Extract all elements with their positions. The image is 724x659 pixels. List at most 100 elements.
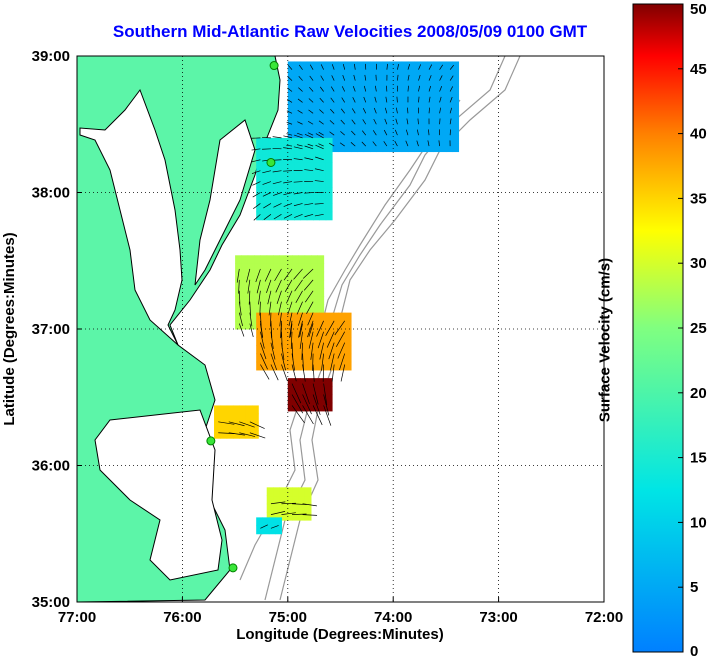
velocity-cell xyxy=(287,162,295,172)
velocity-cell xyxy=(281,203,289,213)
velocity-cell xyxy=(388,86,396,95)
velocity-cell xyxy=(407,61,415,71)
velocity-cell xyxy=(420,102,428,112)
velocity-cell xyxy=(313,178,320,188)
velocity-arrow xyxy=(312,364,315,382)
velocity-cell xyxy=(306,312,314,322)
velocity-cell xyxy=(273,296,280,305)
velocity-cell xyxy=(235,312,242,322)
velocity-cell xyxy=(407,69,415,79)
velocity-cell xyxy=(401,94,409,103)
velocity-cell xyxy=(294,102,301,112)
velocity-cell xyxy=(395,118,403,128)
velocity-cell xyxy=(304,263,312,273)
velocity-cell xyxy=(256,517,264,527)
velocity-cell xyxy=(325,211,333,221)
velocity-cell xyxy=(294,345,301,355)
velocity-cell xyxy=(287,137,295,147)
velocity-cell xyxy=(325,162,333,172)
velocity-cell xyxy=(214,430,221,439)
velocity-cell xyxy=(319,361,327,371)
colorbar-tick-label: 45 xyxy=(690,61,707,78)
velocity-arrow xyxy=(275,279,282,293)
velocity-cell xyxy=(262,187,270,196)
velocity-arrow xyxy=(361,130,367,136)
velocity-arrow xyxy=(428,107,430,114)
velocity-cell xyxy=(344,312,352,322)
colorbar-tick-label: 20 xyxy=(690,385,707,402)
velocity-cell xyxy=(433,61,441,71)
velocity-cell xyxy=(300,86,308,95)
delmarva-bays xyxy=(194,119,256,286)
velocity-cell xyxy=(433,118,441,128)
velocity-cell xyxy=(452,126,460,136)
velocity-cell xyxy=(332,329,339,338)
velocity-cell xyxy=(304,255,312,264)
velocity-cell xyxy=(313,102,320,112)
velocity-arrow xyxy=(291,364,297,382)
velocity-cell xyxy=(294,337,301,346)
velocity-arrow xyxy=(330,108,335,114)
x-axis-label: Longitude (Degrees:Minutes) xyxy=(236,626,444,643)
velocity-cell xyxy=(370,126,377,136)
velocity-cell xyxy=(294,126,301,136)
velocity-arrow xyxy=(297,312,303,326)
velocity-cell xyxy=(306,61,314,71)
velocity-cell xyxy=(395,94,403,103)
velocity-region xyxy=(235,255,325,330)
velocity-arrow xyxy=(284,279,293,293)
velocity-cell xyxy=(395,86,403,95)
velocity-cell xyxy=(304,296,312,305)
velocity-cell xyxy=(294,402,301,412)
velocity-cell xyxy=(304,279,312,289)
velocity-cell xyxy=(344,337,352,346)
velocity-cell xyxy=(262,162,270,172)
velocity-arrow xyxy=(286,121,293,125)
velocity-cell xyxy=(445,102,453,112)
velocity-arrow xyxy=(249,432,266,439)
velocity-arrow xyxy=(397,74,399,81)
velocity-cell xyxy=(298,296,306,305)
velocity-cell xyxy=(294,361,301,371)
velocity-cell xyxy=(254,304,261,314)
velocity-cell xyxy=(279,255,287,264)
velocity-arrow xyxy=(351,108,356,114)
velocity-cell xyxy=(388,69,396,79)
velocity-arrow xyxy=(286,99,293,103)
velocity-arrow xyxy=(314,213,324,217)
velocity-cell xyxy=(420,135,428,144)
velocity-cell xyxy=(332,143,339,153)
velocity-arrow xyxy=(416,140,419,147)
velocity-cell xyxy=(260,263,268,273)
velocity-cell xyxy=(426,69,434,79)
velocity-arrow xyxy=(312,383,319,405)
velocity-arrow xyxy=(449,64,454,70)
velocity-arrow xyxy=(266,279,272,294)
velocity-cell xyxy=(279,511,287,521)
velocity-cell xyxy=(279,271,287,281)
velocity-cell xyxy=(325,102,333,112)
velocity-arrow xyxy=(396,107,398,114)
velocity-arrow xyxy=(418,74,421,81)
velocity-arrow-group xyxy=(286,63,454,147)
velocity-cell xyxy=(313,329,320,338)
velocity-cell xyxy=(300,361,308,371)
velocity-cell xyxy=(214,413,221,423)
velocity-arrow xyxy=(304,133,314,139)
velocity-arrow xyxy=(340,131,345,136)
velocity-arrow xyxy=(281,331,283,350)
velocity-cell xyxy=(452,118,460,128)
velocity-cell xyxy=(357,69,365,79)
velocity-arrow xyxy=(298,87,303,92)
velocity-cell xyxy=(256,345,264,355)
velocity-arrow xyxy=(383,129,388,136)
velocity-arrow xyxy=(307,120,314,125)
velocity-cell xyxy=(266,511,274,521)
velocity-cell xyxy=(260,296,268,305)
velocity-cell xyxy=(285,511,293,521)
velocity-cell xyxy=(357,102,365,112)
velocity-cell xyxy=(268,329,276,338)
velocity-cell xyxy=(254,296,261,305)
velocity-arrow xyxy=(372,141,377,147)
